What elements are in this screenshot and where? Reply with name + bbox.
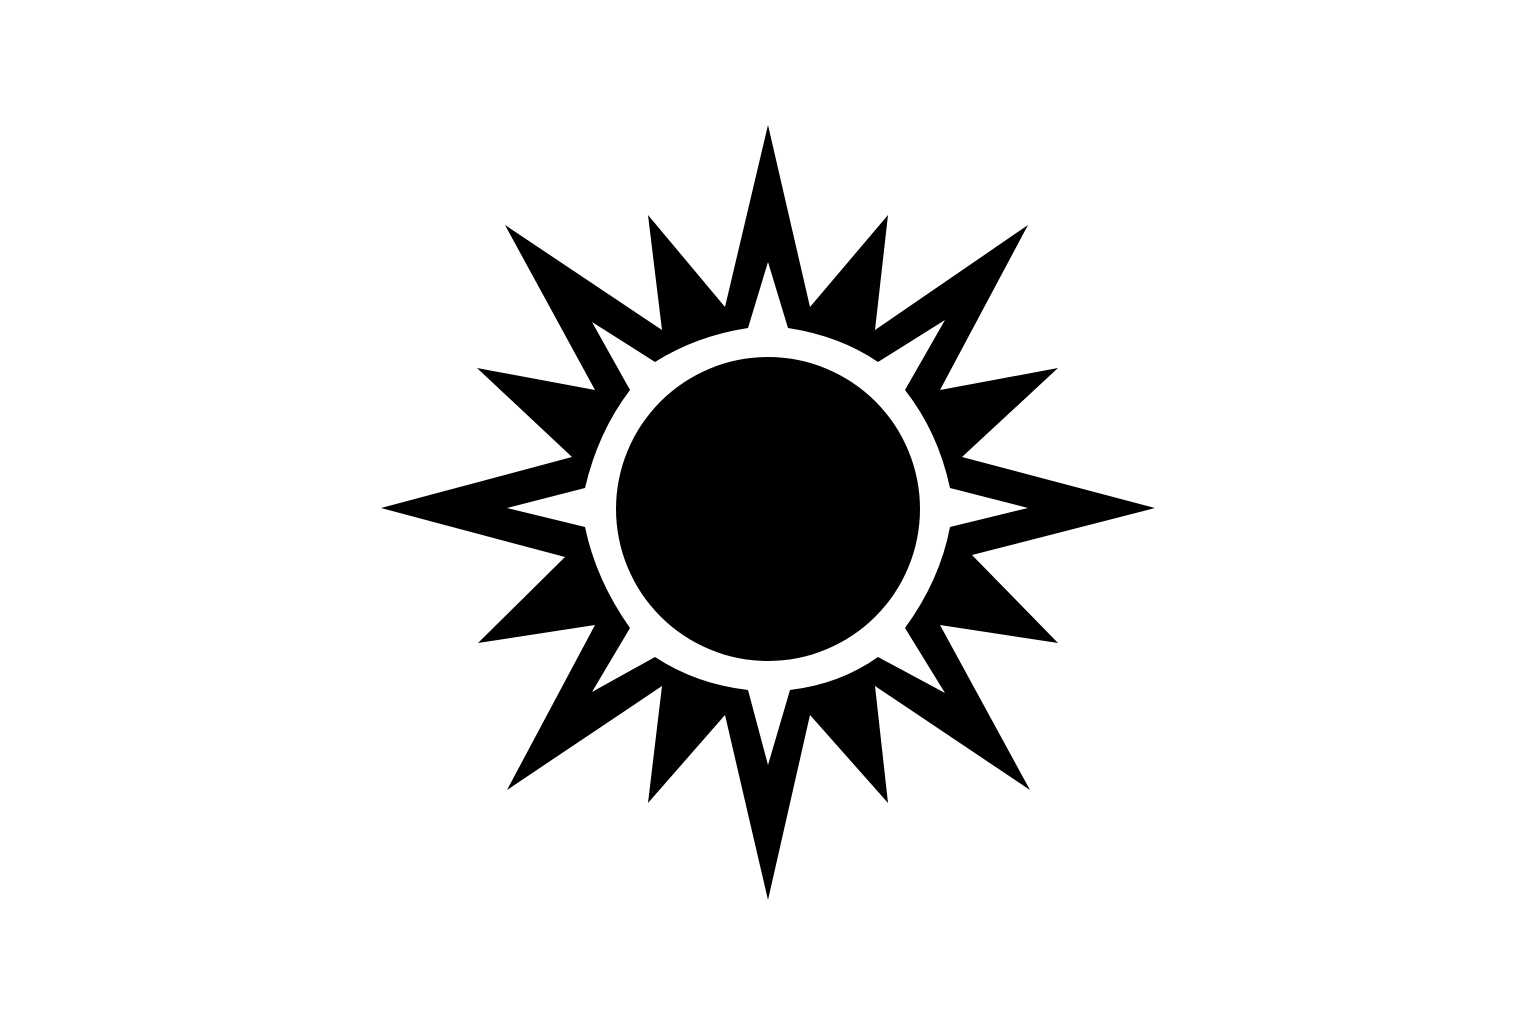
sun-disc xyxy=(616,357,920,661)
